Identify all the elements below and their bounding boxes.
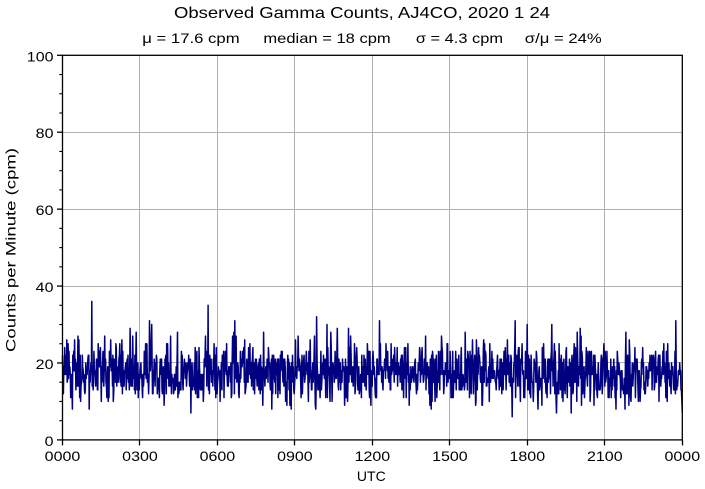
svg-text:0000: 0000 (665, 448, 701, 464)
svg-text:μ = 17.6 cpm: μ = 17.6 cpm (142, 30, 239, 46)
svg-text:σ = 4.3 cpm: σ = 4.3 cpm (416, 30, 503, 46)
svg-text:0900: 0900 (277, 448, 313, 464)
svg-text:0: 0 (45, 433, 54, 449)
svg-text:100: 100 (27, 48, 54, 64)
svg-text:0000: 0000 (45, 448, 81, 464)
svg-text:1800: 1800 (510, 448, 546, 464)
svg-text:2100: 2100 (587, 448, 623, 464)
svg-text:60: 60 (36, 202, 54, 218)
svg-text:80: 80 (36, 125, 54, 141)
svg-text:1200: 1200 (355, 448, 391, 464)
svg-text:UTC: UTC (357, 468, 386, 484)
svg-text:median = 18 cpm: median = 18 cpm (263, 30, 390, 46)
svg-text:0600: 0600 (200, 448, 236, 464)
svg-text:1500: 1500 (432, 448, 468, 464)
svg-text:Observed Gamma Counts, AJ4CO,: Observed Gamma Counts, AJ4CO, 2020 1 24 (174, 5, 550, 22)
svg-text:σ/μ = 24%: σ/μ = 24% (525, 30, 602, 46)
svg-text:40: 40 (36, 279, 54, 295)
svg-text:0300: 0300 (122, 448, 158, 464)
svg-text:Counts per Minute (cpm): Counts per Minute (cpm) (3, 148, 19, 352)
svg-text:20: 20 (36, 356, 54, 372)
